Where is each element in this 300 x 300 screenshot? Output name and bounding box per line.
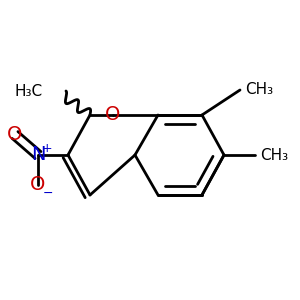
Text: −: − [43,187,53,200]
Text: N: N [31,146,45,164]
Text: H₃C: H₃C [15,85,43,100]
Text: +: + [42,142,52,154]
Text: CH₃: CH₃ [260,148,288,163]
Text: O: O [7,125,23,145]
Text: CH₃: CH₃ [245,82,273,98]
Text: O: O [105,106,121,124]
Text: O: O [30,176,46,194]
